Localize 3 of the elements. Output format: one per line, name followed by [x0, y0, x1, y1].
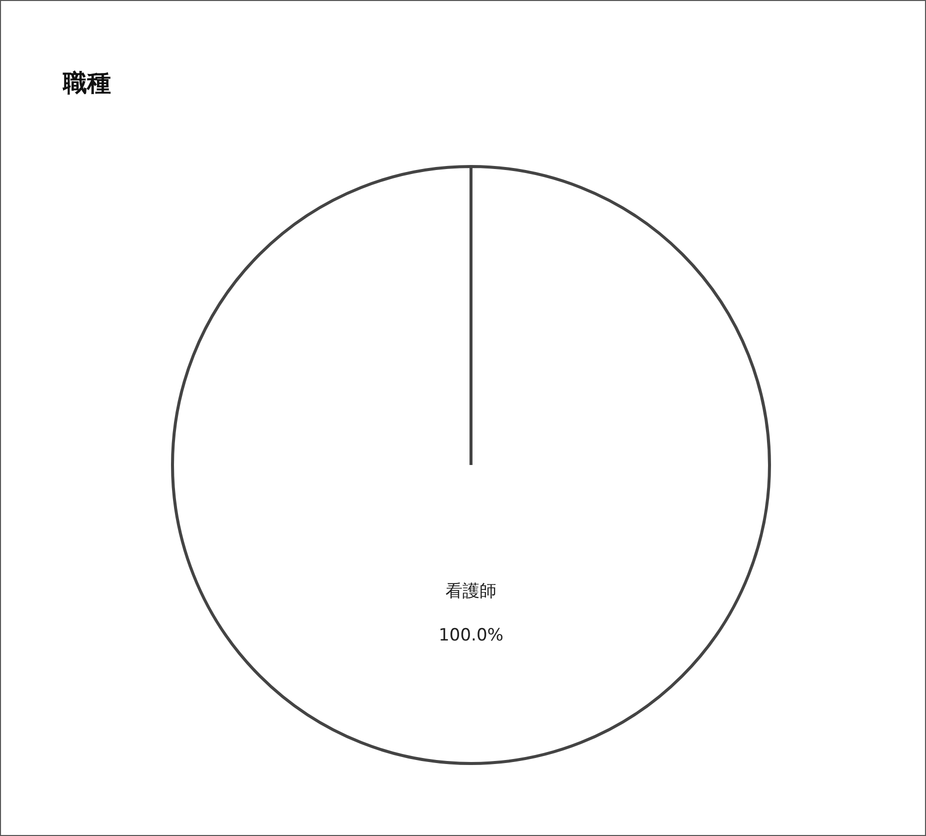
chart-title: 職種 — [63, 68, 111, 99]
slice-label: 看護師 — [446, 582, 496, 602]
data-label: 100.0% — [438, 626, 504, 646]
